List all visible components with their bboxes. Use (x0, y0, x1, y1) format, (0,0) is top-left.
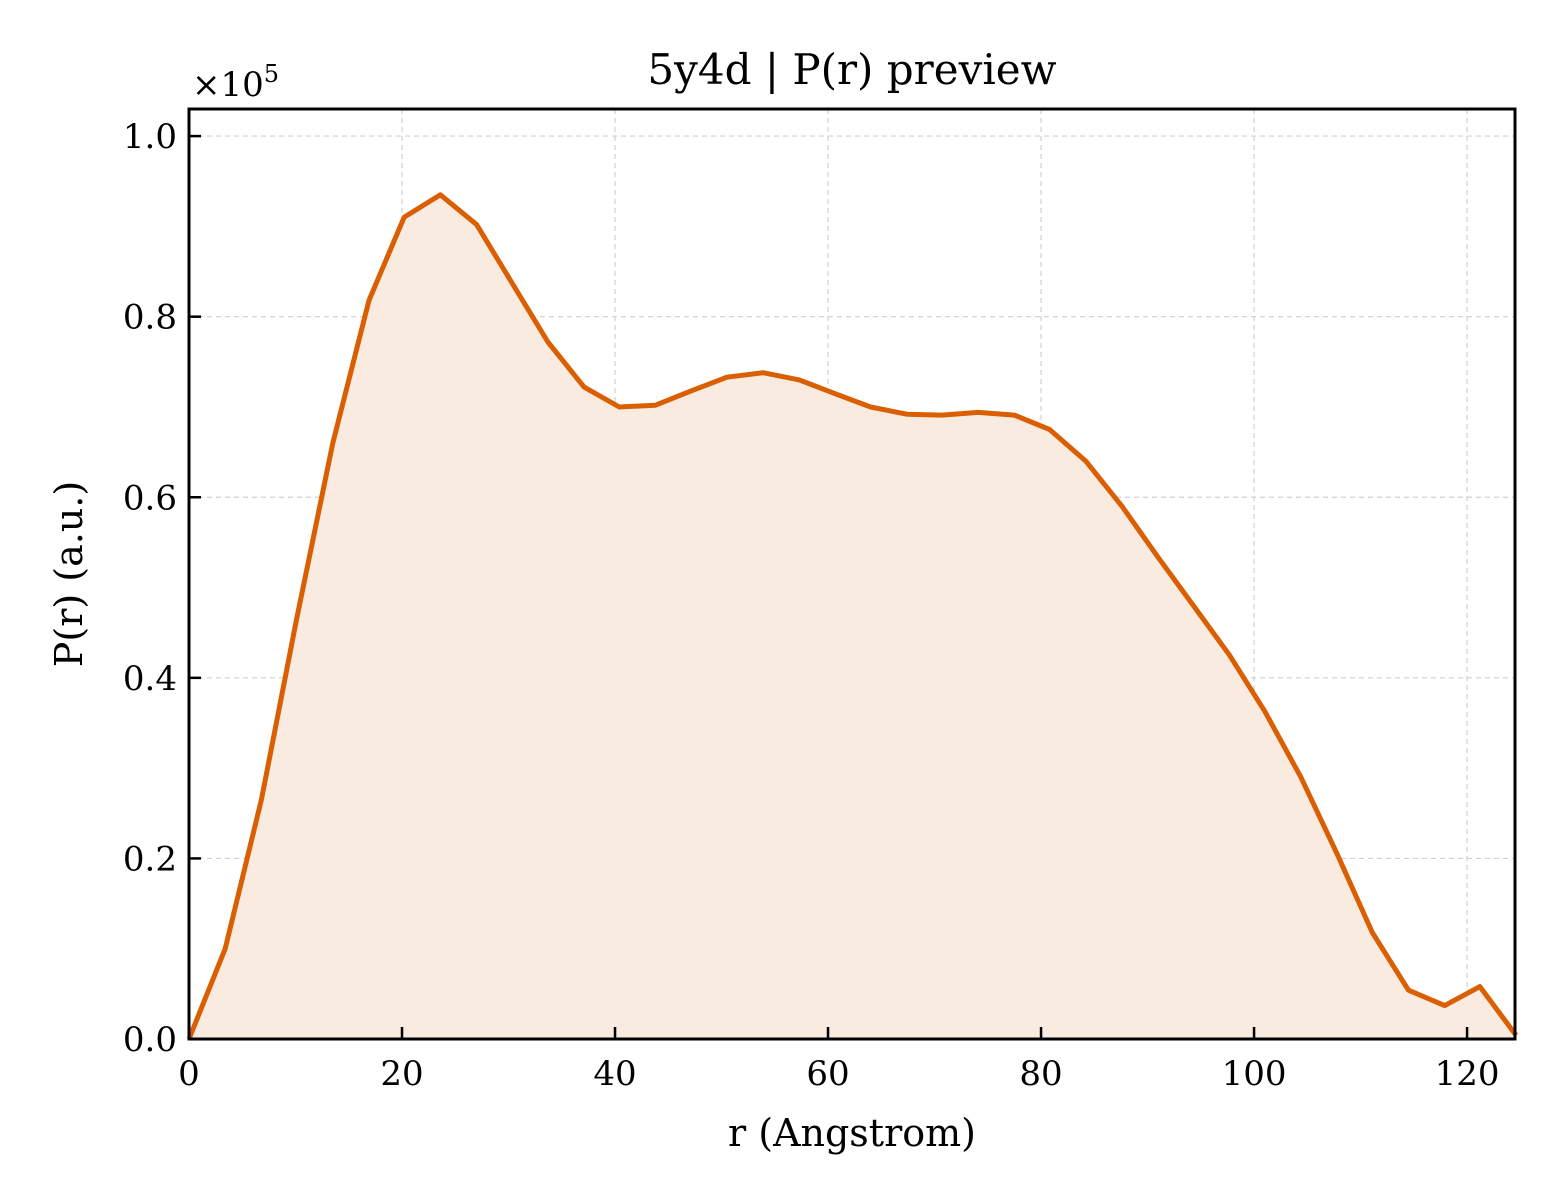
x-tick-label: 0 (178, 1054, 200, 1094)
y-tick-label: 1.0 (123, 117, 177, 157)
x-tick-label: 20 (380, 1054, 423, 1094)
y-tick-label: 0.4 (123, 659, 177, 699)
chart-title: 5y4d | P(r) preview (647, 45, 1056, 94)
x-tick-label: 100 (1222, 1054, 1287, 1094)
axis-ticks (187, 134, 1469, 1041)
x-tick-label: 120 (1435, 1054, 1500, 1094)
x-tick-label: 60 (806, 1054, 849, 1094)
y-tick-label: 0.2 (123, 839, 177, 879)
x-tick-label: 40 (593, 1054, 636, 1094)
y-axis-label: P(r) (a.u.) (47, 481, 91, 667)
pr-area-fill (189, 194, 1517, 1040)
y-offset-exponent: 5 (264, 60, 279, 88)
x-tick-label: 80 (1019, 1054, 1062, 1094)
x-axis-label: r (Angstrom) (728, 1111, 976, 1155)
plot-frame (187, 107, 1517, 1041)
pr-series-line (186, 192, 1519, 1040)
y-tick-label: 0.0 (123, 1020, 177, 1060)
y-offset-base: ×10 (192, 65, 264, 105)
y-offset-label: ×105 (192, 60, 279, 105)
y-tick-label: 0.6 (123, 478, 177, 518)
y-tick-label: 0.8 (123, 298, 177, 338)
tick-labels: 0 20 40 60 80 100 120 0.0 0.2 0.4 0.6 0.8 1.0 (123, 117, 1500, 1094)
